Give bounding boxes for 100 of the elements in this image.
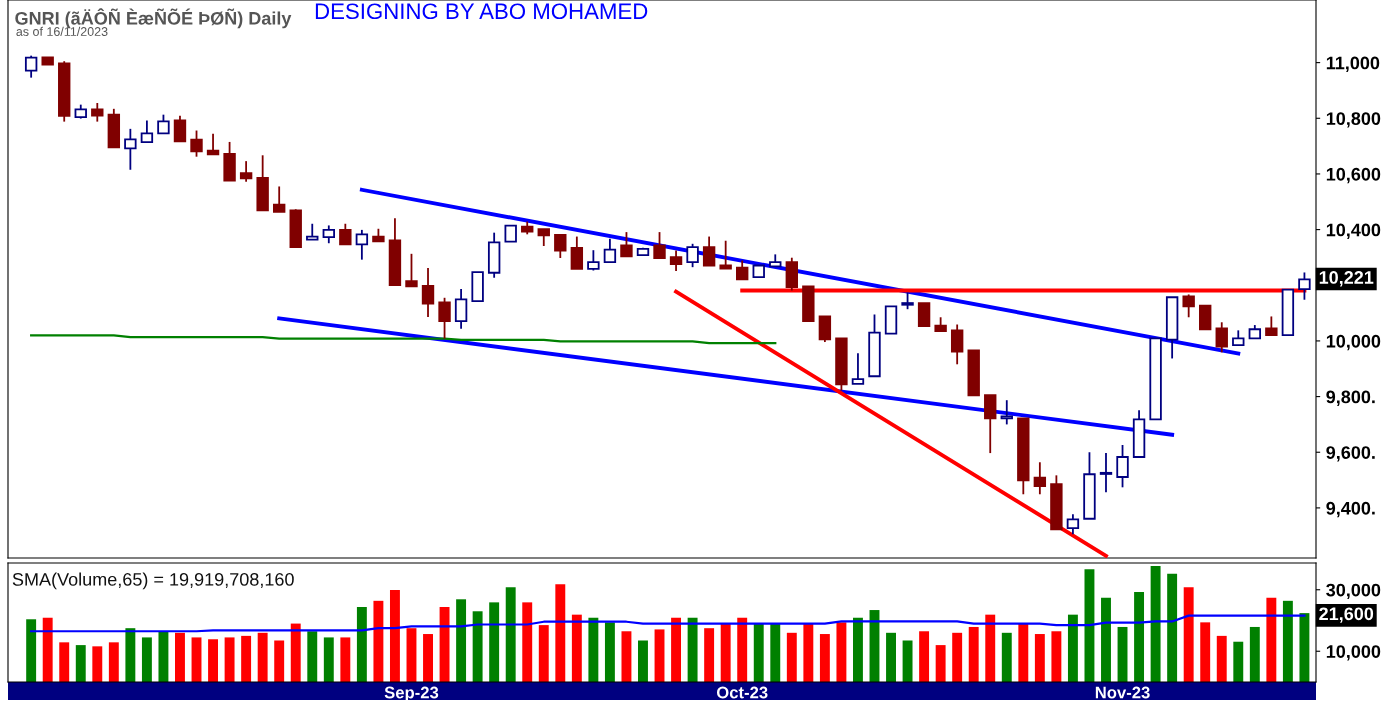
candlestick [405, 252, 418, 288]
bar [604, 622, 615, 682]
candlestick [339, 222, 352, 246]
bar [1001, 632, 1012, 682]
bar [654, 629, 665, 682]
candlestick [818, 315, 832, 343]
y-tick-label: 10,600 [1326, 167, 1381, 184]
bar [935, 645, 946, 682]
bar [125, 628, 136, 682]
candlestick [1099, 452, 1113, 494]
bar [753, 623, 764, 682]
bar [704, 628, 715, 682]
bar [472, 611, 483, 682]
candlestick [653, 231, 666, 259]
candlestick [1033, 461, 1047, 496]
bar [638, 640, 648, 682]
bar [1067, 614, 1078, 682]
candlestick [454, 287, 468, 330]
bar [75, 645, 86, 682]
bar [141, 637, 152, 682]
bar [290, 623, 301, 682]
bar [968, 626, 979, 682]
candlestick [686, 242, 699, 269]
candlestick [206, 132, 220, 156]
bar [323, 637, 334, 682]
candlestick [157, 113, 170, 135]
bar [852, 617, 863, 682]
bar [340, 637, 351, 682]
annotation: SMA(Volume,65) = 19,919,708,160 [12, 572, 294, 590]
y-tick-label: 11,000 [1326, 56, 1380, 72]
candlestick [554, 233, 567, 259]
bar [1084, 569, 1095, 682]
bar [1249, 626, 1260, 682]
bar [274, 640, 285, 682]
bar [1034, 634, 1045, 682]
y-tick-label: 9,600. [1326, 446, 1375, 462]
bar [489, 602, 500, 682]
y-tick-label: 10,000 [1326, 334, 1381, 351]
candlestick [190, 129, 203, 158]
bar [985, 614, 996, 682]
bar [671, 617, 682, 682]
bar [886, 632, 896, 682]
candlestick [1215, 321, 1228, 354]
bar [1101, 597, 1111, 682]
bar [571, 614, 582, 682]
candlestick [620, 231, 633, 258]
candlestick [570, 235, 584, 270]
candlestick [719, 239, 732, 270]
bar [720, 623, 731, 682]
bar [588, 617, 599, 682]
bar [538, 625, 549, 682]
candlestick [702, 235, 716, 267]
bar [108, 642, 119, 682]
bar [224, 637, 235, 682]
bar [1051, 631, 1062, 682]
candlestick [421, 267, 435, 318]
bar [59, 642, 70, 682]
y-tick-label: 30,000 [1326, 583, 1381, 600]
bar [456, 599, 467, 682]
bar [1167, 573, 1178, 682]
bar [1134, 591, 1145, 682]
candlestick [1182, 293, 1195, 319]
candlestick [24, 54, 38, 79]
candlestick [1199, 304, 1212, 331]
bar [919, 631, 930, 682]
bar [1282, 600, 1293, 682]
y-tick-label: 9,400. [1326, 501, 1375, 518]
bar [803, 623, 814, 682]
candlestick [1116, 444, 1129, 489]
line-series [30, 334, 777, 345]
candlestick [603, 237, 617, 264]
candlestick [950, 323, 964, 366]
bar [555, 584, 566, 682]
x-tick-label: Sep-23 [384, 686, 439, 702]
candlestick [917, 302, 931, 328]
candlestick [669, 249, 683, 272]
bar [389, 590, 400, 682]
y-tick-label: 10,000 [1326, 645, 1381, 661]
bar [158, 631, 169, 682]
bar [786, 632, 797, 682]
bar [1018, 623, 1029, 682]
candlestick [140, 119, 154, 144]
bar [737, 617, 748, 682]
bar [373, 600, 384, 682]
bar [26, 619, 37, 682]
bar [307, 631, 318, 682]
bar [836, 622, 847, 682]
bar [819, 634, 830, 682]
candlestick [91, 102, 104, 123]
candlestick [736, 259, 749, 281]
bar [1200, 622, 1211, 682]
candlestick [1000, 399, 1013, 426]
candlestick [1066, 513, 1080, 536]
bar [241, 635, 252, 682]
bar [423, 634, 433, 682]
bar [42, 617, 53, 682]
bar [1150, 566, 1161, 682]
candlestick [438, 296, 451, 340]
candlestick [173, 114, 187, 143]
y-tick-label: 9,800. [1326, 390, 1375, 406]
